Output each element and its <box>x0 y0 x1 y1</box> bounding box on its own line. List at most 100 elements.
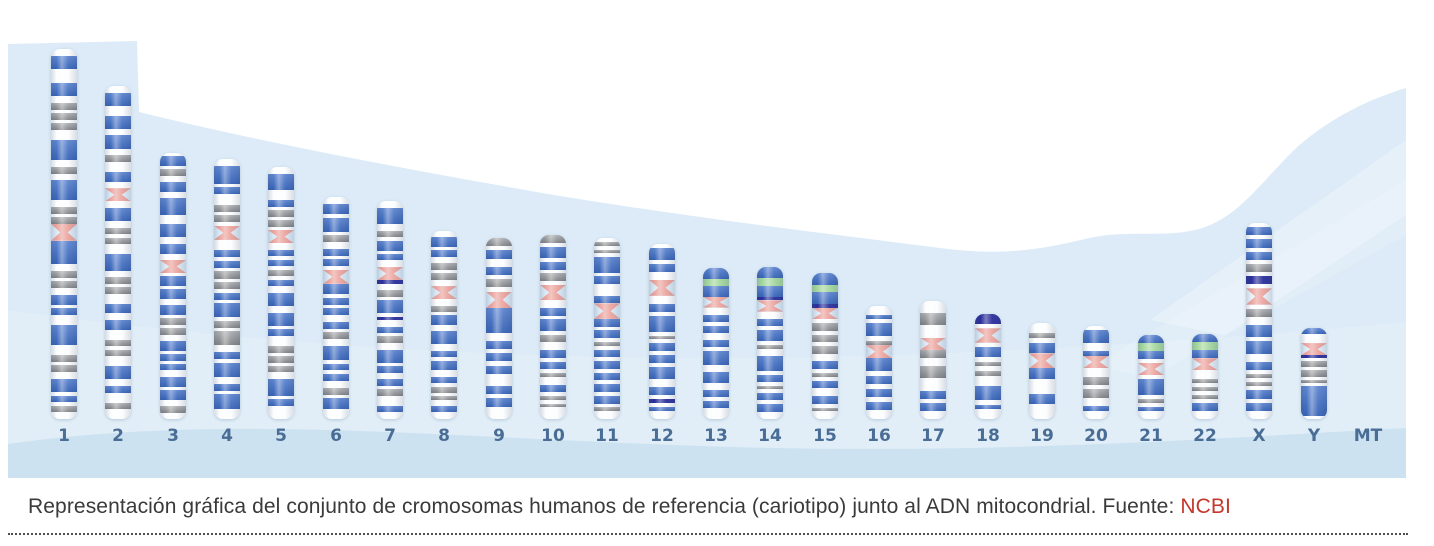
chromosome-band <box>757 318 783 327</box>
centromere-band <box>866 345 892 359</box>
chromosome-band <box>377 372 403 380</box>
chromosome-band <box>268 329 294 337</box>
chromosome-band <box>975 371 1001 376</box>
chromosome-band <box>377 280 403 284</box>
chromosome-band <box>51 49 77 56</box>
chromosome-band <box>920 325 946 338</box>
chromosome-band <box>757 330 783 342</box>
chromosome-band <box>1192 390 1218 395</box>
chromosome-band <box>214 187 240 195</box>
chromosome-band <box>268 345 294 353</box>
chromosome-band <box>975 399 1001 405</box>
chromosome-band <box>214 317 240 321</box>
chromosome-band <box>268 167 294 174</box>
chromosome-band <box>920 402 946 411</box>
chromosome-band <box>214 204 240 212</box>
chromosome-band <box>160 276 186 286</box>
chromosome-band <box>377 385 403 390</box>
chromosome-band <box>757 348 783 356</box>
chromosome-band <box>703 321 729 326</box>
chromosome-band <box>866 401 892 411</box>
chromosome-band <box>1246 361 1272 370</box>
chromosome-band <box>812 388 838 396</box>
chromosome-band <box>51 365 77 373</box>
chromosome-band <box>1192 378 1218 383</box>
chromosome-band <box>649 367 675 380</box>
chromosome-band <box>594 253 620 258</box>
chromosome-15-label: 15 <box>813 426 837 446</box>
chromosome-band <box>51 304 77 309</box>
chromosome-band <box>486 394 512 399</box>
chromosome-band <box>757 311 783 319</box>
chromosome-band <box>431 360 457 371</box>
chromosome-band <box>649 411 675 419</box>
chromosome-band <box>51 166 77 174</box>
chromosome-4-label: 4 <box>221 426 233 446</box>
chromosome-band <box>214 390 240 395</box>
chromosome-band <box>160 324 186 329</box>
chromosome-band <box>920 313 946 326</box>
chromosome-band <box>975 347 1001 357</box>
chromosome-3-ideogram <box>160 153 186 419</box>
chromosome-band <box>51 402 77 406</box>
ncbi-link[interactable]: NCBI <box>1180 495 1231 518</box>
chromosome-band <box>431 273 457 280</box>
chromosome-band <box>51 129 77 140</box>
chromosome-band <box>1083 330 1109 343</box>
chromosome-band <box>51 217 77 224</box>
chromosome-band <box>703 365 729 373</box>
chromosome-band <box>377 296 403 301</box>
chromosome-band <box>377 319 403 327</box>
chromosome-band <box>1301 334 1327 344</box>
chromosome-band <box>1246 374 1272 379</box>
chromosome-band <box>540 281 566 285</box>
chromosome-band <box>1029 403 1055 419</box>
centromere-band <box>703 296 729 308</box>
chromosome-band <box>920 390 946 399</box>
chromosome-band <box>268 279 294 287</box>
chromosome-band <box>1083 376 1109 386</box>
chromosome-band <box>323 328 349 333</box>
centromere-band <box>812 307 838 320</box>
chromosome-band <box>214 260 240 268</box>
chromosome-band <box>105 234 131 238</box>
chromosome-band <box>431 376 457 384</box>
chromosome-band <box>920 366 946 379</box>
chromosome-band <box>486 353 512 362</box>
chromosome-band <box>51 281 77 288</box>
centromere-band <box>377 267 403 281</box>
chromosome-band <box>431 279 457 287</box>
chromosome-band <box>1246 325 1272 338</box>
chromosome-band <box>268 352 294 356</box>
chromosome-band <box>1138 411 1164 419</box>
chromosome-band <box>1138 359 1164 363</box>
chromosome-band <box>51 355 77 362</box>
chromosome-band <box>540 407 566 419</box>
chromosome-band <box>594 407 620 412</box>
chromosome-band <box>1246 308 1272 317</box>
chromosome-band <box>377 207 403 225</box>
chromosome-band <box>323 339 349 347</box>
chromosome-band <box>160 286 186 290</box>
chromosome-band <box>1246 284 1272 289</box>
chromosome-band <box>812 353 838 362</box>
chromosome-band <box>1301 379 1327 383</box>
chromosome-band <box>431 312 457 316</box>
chromosome-band <box>431 350 457 358</box>
chromosome-band <box>594 391 620 396</box>
chromosome-band <box>51 405 77 413</box>
chromosome-band <box>594 249 620 254</box>
chromosome-band <box>1083 342 1109 352</box>
chromosome-band <box>377 230 403 238</box>
chromosome-band <box>757 381 783 386</box>
chromosome-21-ideogram <box>1138 335 1164 419</box>
chromosome-band <box>866 388 892 398</box>
chromosome-band <box>268 256 294 260</box>
chromosome-band <box>431 399 457 406</box>
chromosome-band <box>540 384 566 393</box>
centromere-band <box>1029 353 1055 369</box>
chromosome-band <box>703 278 729 286</box>
chromosome-band <box>1246 390 1272 399</box>
chromosome-1-ideogram <box>51 49 77 419</box>
chromosome-band <box>1083 389 1109 398</box>
